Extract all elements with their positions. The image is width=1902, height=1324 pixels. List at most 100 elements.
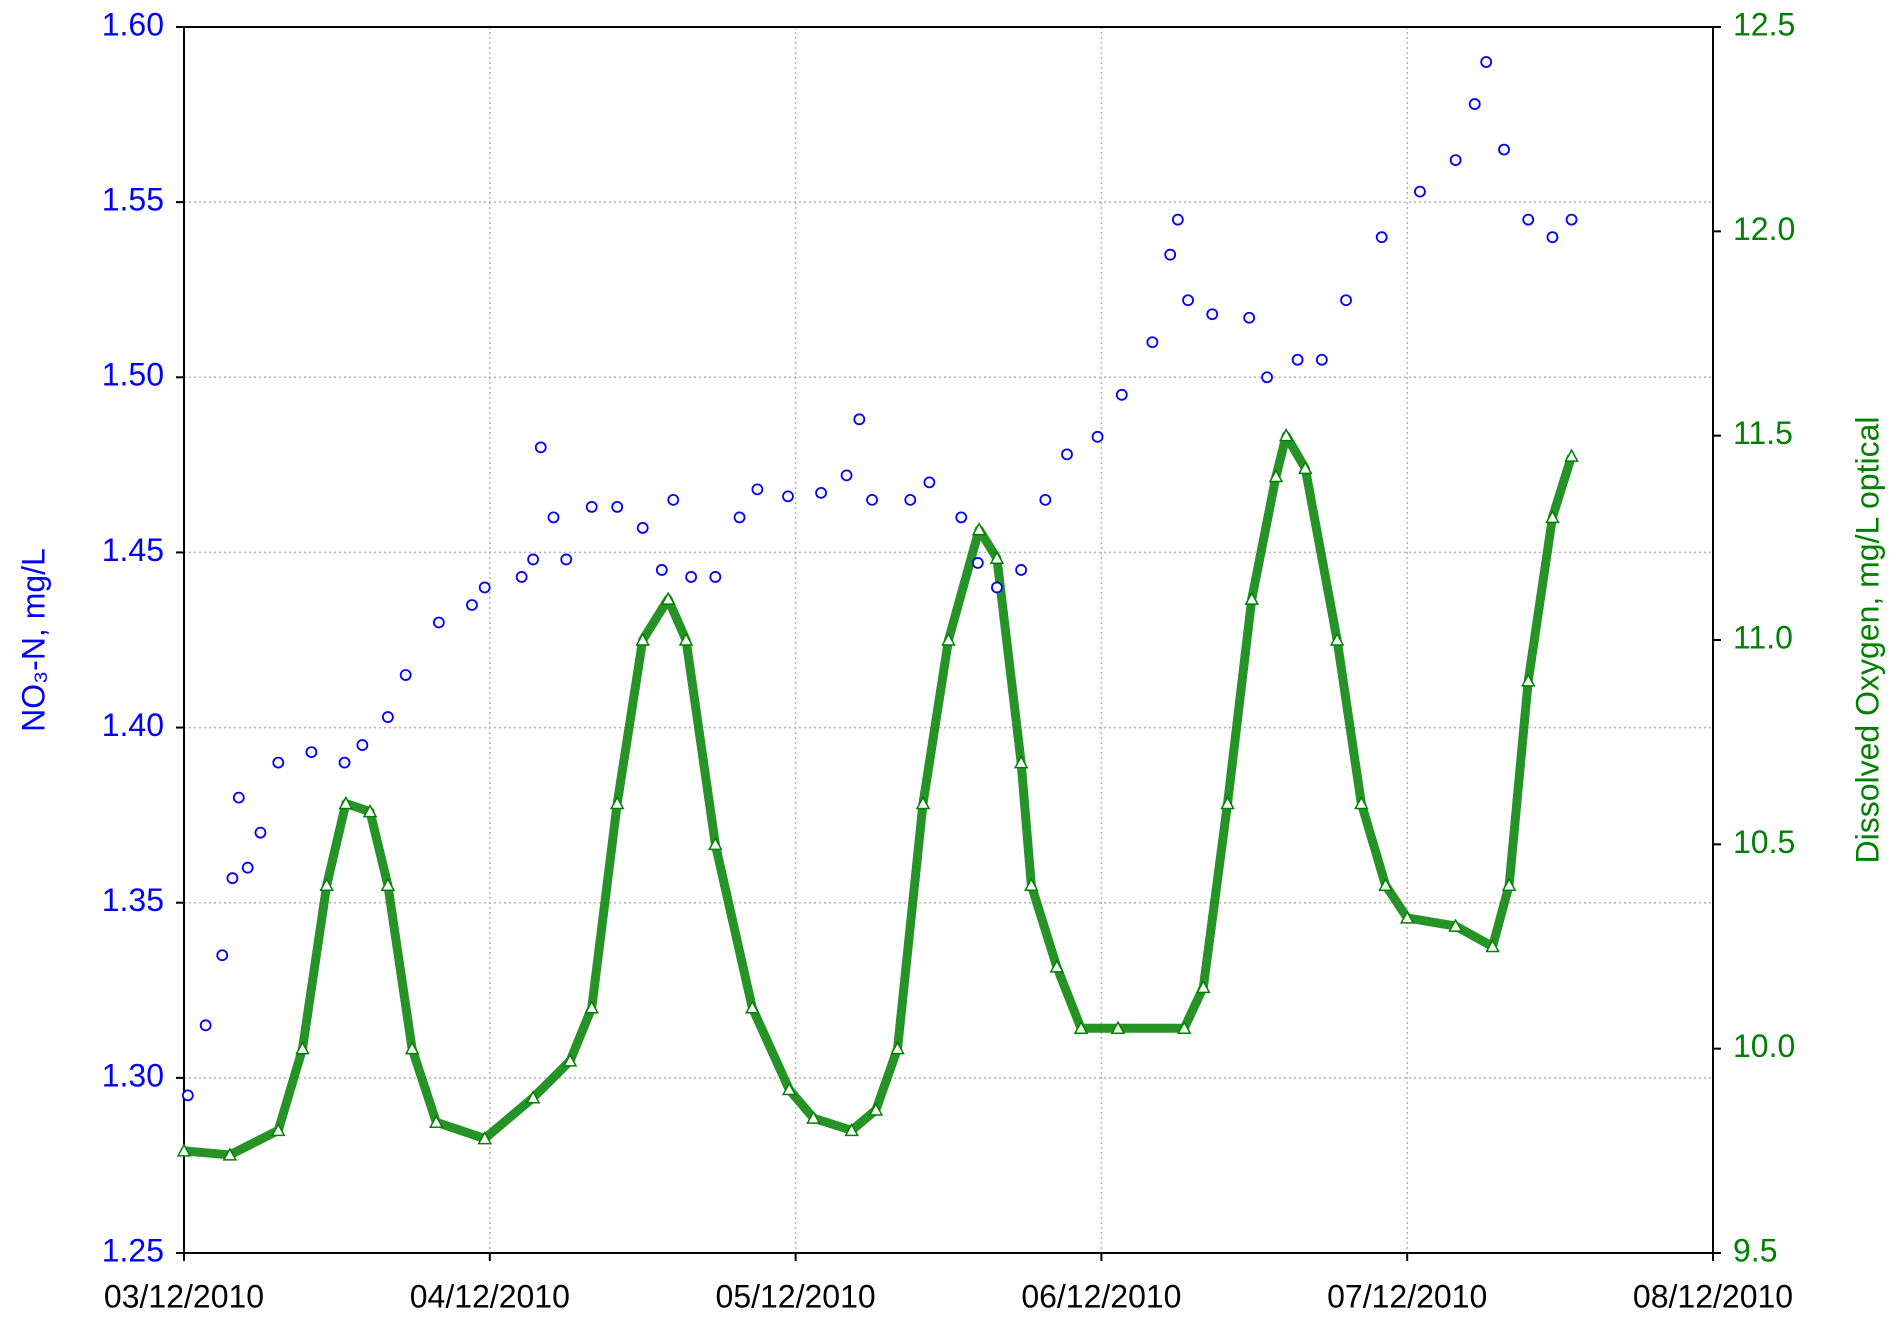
- triangle-marker: [915, 795, 931, 810]
- y-tick-label: 1.30: [102, 1057, 164, 1093]
- circle-marker: [1291, 353, 1304, 366]
- y-tick-label: 1.45: [102, 532, 164, 568]
- circle-marker: [1182, 294, 1194, 307]
- circle-marker: [866, 493, 878, 506]
- triangle-marker: [660, 591, 676, 605]
- circle-marker: [1498, 143, 1510, 156]
- circle-marker: [709, 571, 722, 583]
- y2-tick-label: 12.0: [1733, 211, 1795, 247]
- circle-marker: [1546, 231, 1559, 244]
- circle-marker: [585, 500, 598, 513]
- triangle-marker: [338, 795, 354, 810]
- circle-marker: [1261, 371, 1273, 384]
- circle-marker: [1039, 493, 1052, 506]
- circle-marker: [1468, 98, 1481, 110]
- y2-tick-label: 12.5: [1733, 6, 1795, 42]
- triangle-marker: [319, 877, 334, 891]
- circle-marker: [466, 599, 478, 611]
- circle-marker: [560, 553, 573, 566]
- triangle-marker: [708, 836, 723, 851]
- triangle-marker: [1564, 448, 1579, 462]
- circle-marker: [432, 616, 445, 629]
- triangle-marker: [678, 632, 694, 646]
- circle-marker: [527, 553, 540, 566]
- circle-marker: [971, 557, 984, 569]
- triangle-marker: [1220, 795, 1235, 810]
- triangle-marker: [781, 1081, 797, 1096]
- circle-marker: [254, 826, 267, 839]
- circle-marker: [226, 872, 239, 885]
- triangle-marker: [1354, 795, 1369, 810]
- circle-marker: [399, 669, 412, 681]
- x-tick-label: 06/12/2010: [1021, 1278, 1181, 1314]
- triangle-marker: [635, 632, 650, 646]
- circle-marker: [611, 500, 624, 513]
- triangle-marker: [1278, 428, 1294, 442]
- triangle-marker: [1176, 1020, 1192, 1034]
- x-tick-label: 08/12/2010: [1633, 1278, 1793, 1314]
- circle-marker: [1015, 564, 1028, 576]
- triangle-marker: [989, 550, 1005, 565]
- triangle-marker: [295, 1041, 310, 1055]
- triangle-marker: [380, 877, 396, 891]
- triangle-marker: [890, 1041, 905, 1055]
- triangle-marker: [806, 1110, 821, 1124]
- circle-marker: [478, 581, 491, 594]
- y2-axis-label: Dissolved Oxygen, mg/L optical: [1849, 416, 1885, 863]
- triangle-marker: [1485, 938, 1500, 953]
- circle-marker: [515, 571, 528, 583]
- y-tick-label: 1.35: [102, 882, 164, 918]
- circle-marker: [338, 756, 351, 769]
- triangle-marker: [1013, 755, 1029, 769]
- triangle-marker: [1501, 877, 1517, 891]
- circle-marker: [216, 949, 229, 962]
- circle-marker: [923, 476, 936, 489]
- circle-marker: [1449, 154, 1462, 167]
- triangle-marker: [1329, 632, 1345, 646]
- triangle-marker: [1545, 509, 1560, 524]
- circle-marker: [636, 522, 649, 534]
- triangle-marker: [404, 1041, 420, 1055]
- triangle-marker: [1244, 591, 1260, 605]
- triangle-marker: [609, 795, 625, 810]
- circle-marker: [733, 511, 746, 524]
- triangle-marker: [1448, 918, 1463, 932]
- triangle-marker: [941, 632, 956, 646]
- triangle-marker: [1378, 877, 1393, 891]
- circle-marker: [1315, 353, 1328, 366]
- circle-marker: [655, 564, 668, 576]
- circle-marker: [685, 571, 698, 583]
- plot-frame: [183, 26, 1714, 1254]
- x-tick-label: 03/12/2010: [104, 1278, 264, 1314]
- triangle-marker: [1110, 1020, 1126, 1034]
- triangle-marker: [477, 1131, 492, 1145]
- circle-marker: [381, 711, 394, 723]
- circle-marker: [904, 493, 917, 506]
- triangle-marker: [271, 1122, 286, 1137]
- y-tick-label: 1.55: [102, 182, 164, 218]
- y-tick-label: 1.40: [102, 707, 164, 743]
- circle-marker: [1243, 311, 1256, 324]
- circle-marker: [1171, 213, 1184, 226]
- y2-tick-label: 11.0: [1733, 619, 1793, 655]
- circle-marker: [1206, 308, 1219, 321]
- circle-marker: [199, 1019, 212, 1032]
- x-tick-label: 04/12/2010: [410, 1278, 570, 1314]
- triangle-marker: [525, 1090, 541, 1104]
- circle-marker: [356, 739, 369, 751]
- x-tick-label: 05/12/2010: [716, 1278, 876, 1314]
- triangle-marker: [868, 1102, 884, 1116]
- circle-marker: [547, 511, 560, 524]
- triangle-marker: [562, 1053, 578, 1067]
- circle-marker: [1340, 294, 1352, 307]
- y2-tick-label: 9.5: [1733, 1232, 1777, 1268]
- circle-marker: [667, 493, 680, 506]
- triangle-marker: [745, 1000, 760, 1014]
- triangle-marker: [362, 804, 378, 818]
- circle-marker: [305, 746, 318, 758]
- circle-marker: [272, 756, 285, 769]
- triangle-marker: [584, 1000, 599, 1014]
- circle-marker: [1480, 56, 1493, 68]
